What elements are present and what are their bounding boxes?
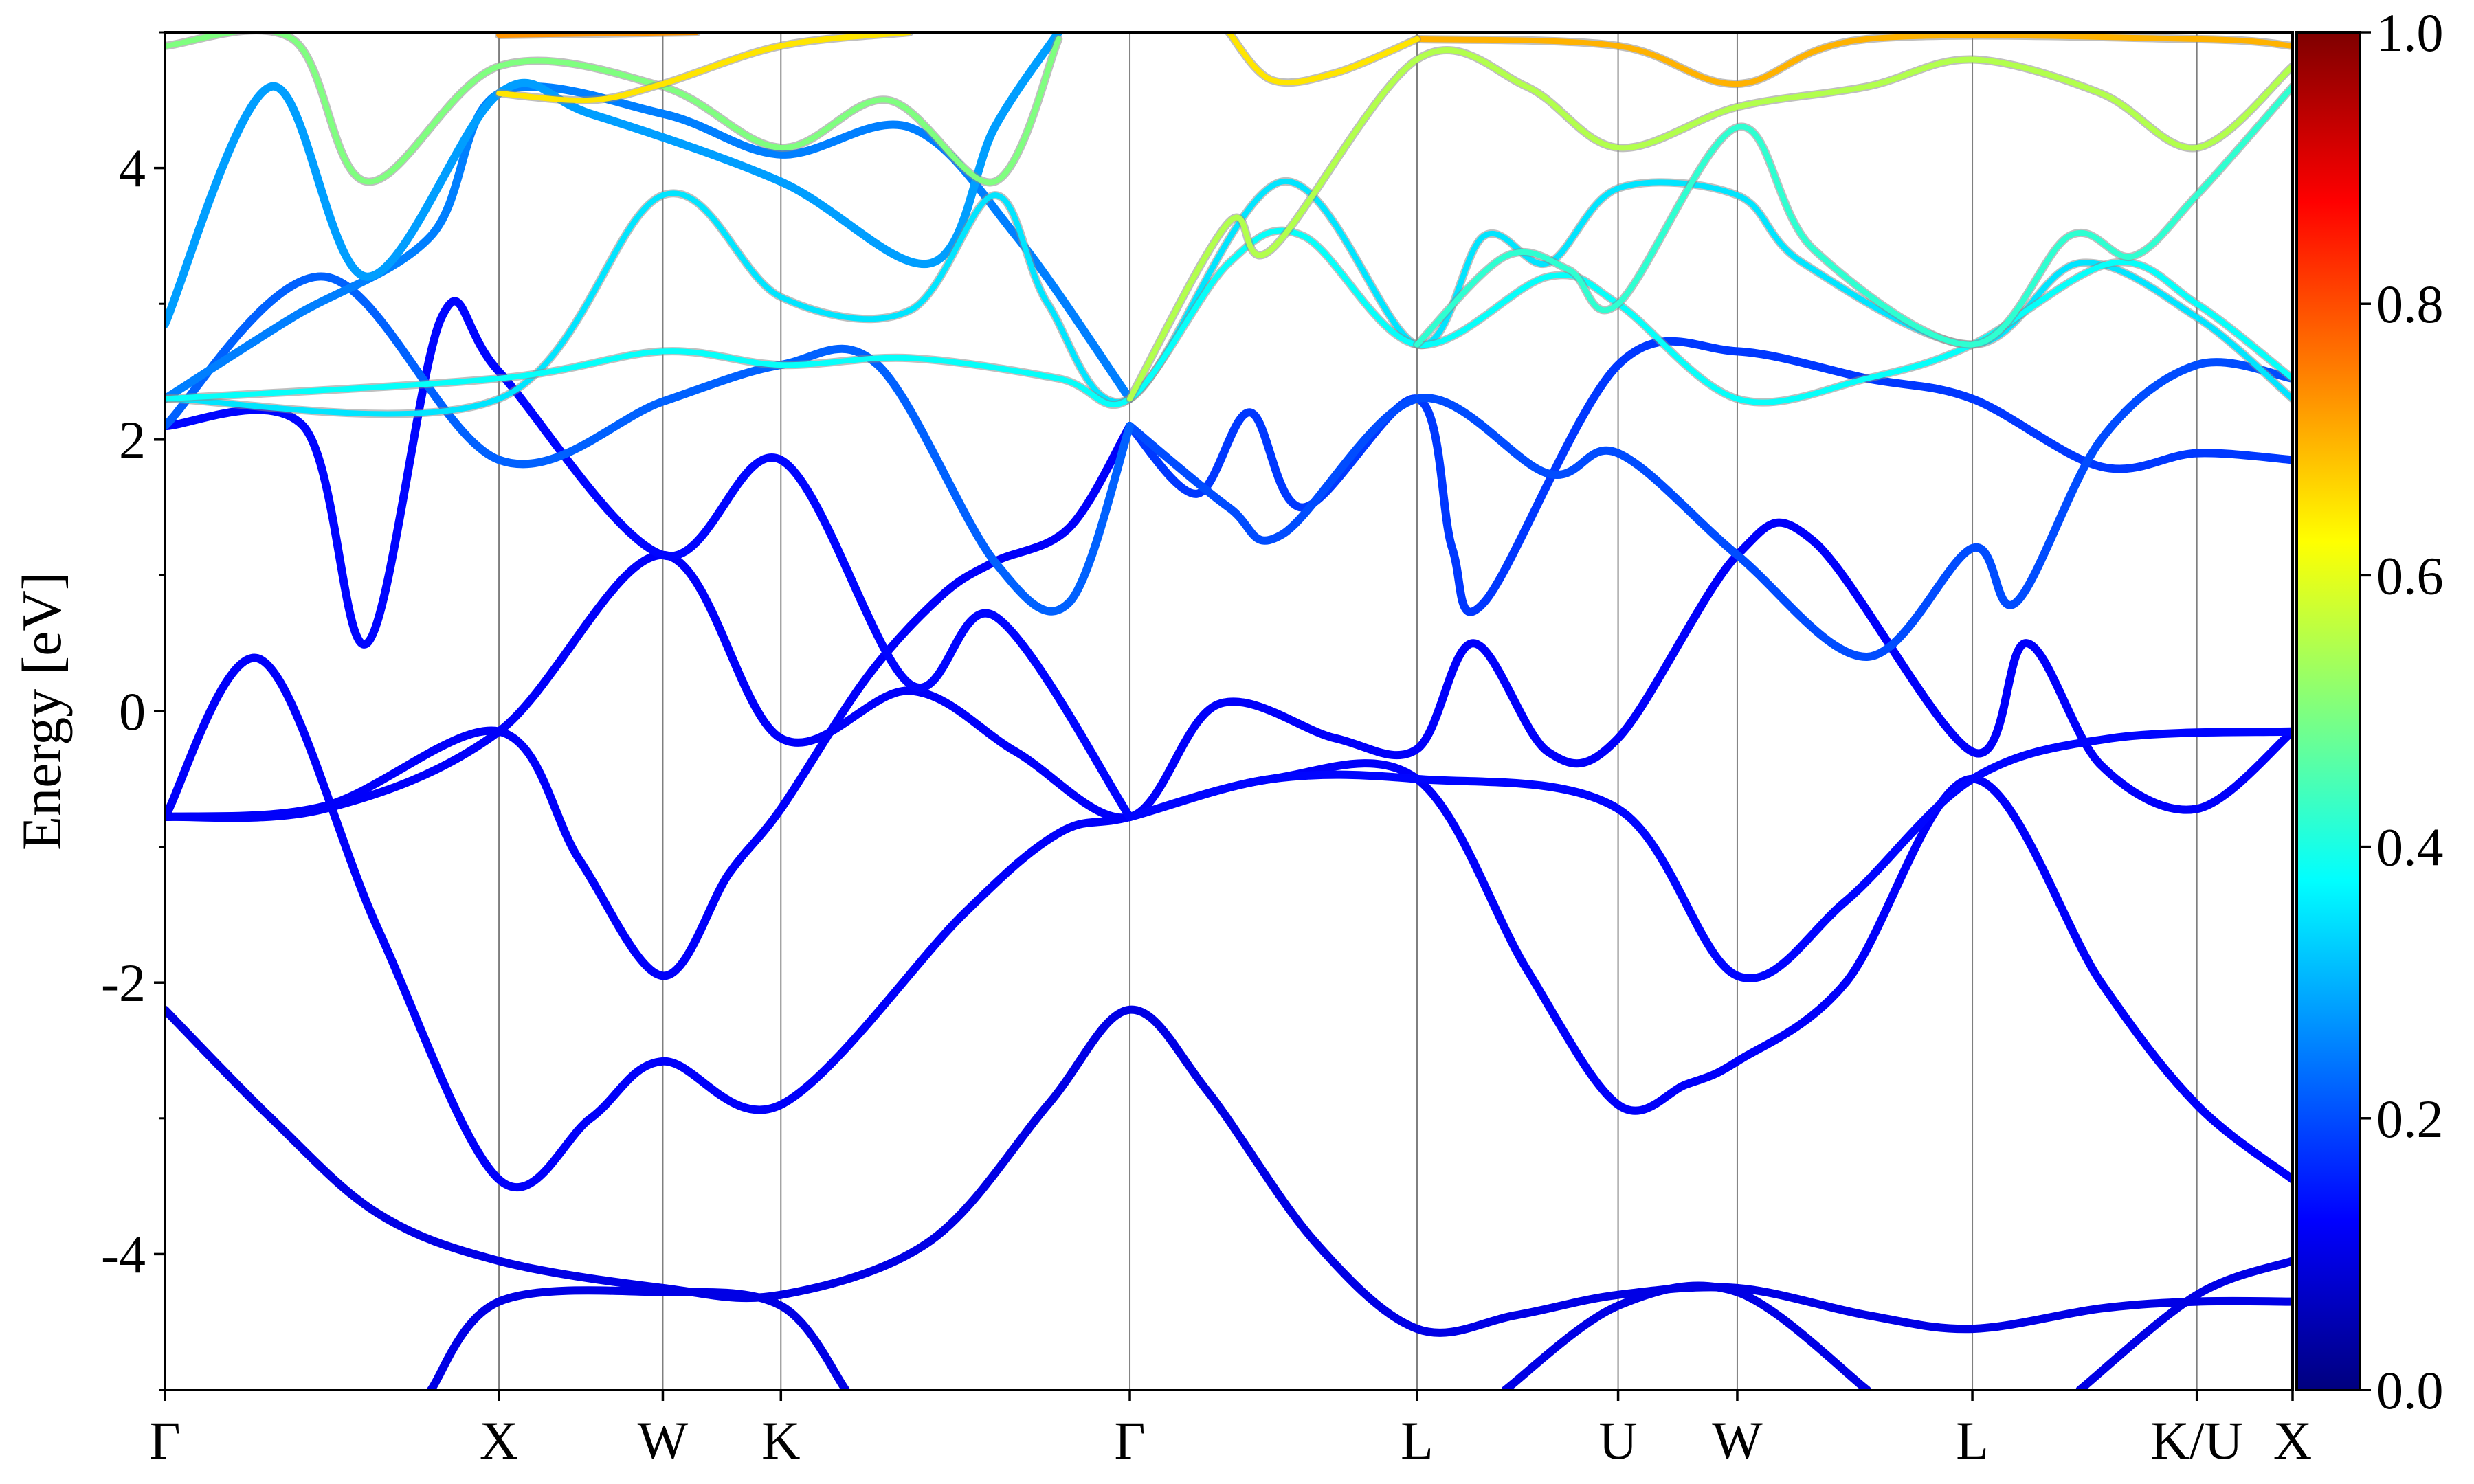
kpoint-label: X — [480, 1410, 518, 1470]
colorbar-tick-label: 0.6 — [2376, 546, 2444, 605]
y-tick-label: -4 — [101, 1224, 146, 1284]
band-line-9 — [1127, 338, 2293, 615]
y-axis: -4 -2 0 2 4 — [101, 31, 165, 1391]
band-line-2 — [1502, 1283, 1870, 1390]
kpoint-label: L — [1401, 1410, 1434, 1470]
kpoint-label: L — [1956, 1410, 1989, 1470]
band-line-12 — [165, 83, 1133, 402]
kpoint-label: K/U — [2151, 1410, 2243, 1470]
colorbar-ticks: 0.0 0.2 0.4 0.6 0.8 1.0 — [2360, 3, 2444, 1420]
kpoint-label: K — [761, 1410, 800, 1470]
band-line-16 — [1414, 84, 2293, 348]
kpoint-label: W — [638, 1410, 689, 1470]
kpoint-label: X — [2273, 1410, 2312, 1470]
colorbar-tick-label: 0.2 — [2376, 1089, 2444, 1149]
band-lines — [165, 32, 2293, 1390]
band-line-10 — [1127, 359, 2293, 660]
band-line-22 — [1226, 32, 1420, 86]
band-line-20 — [1414, 32, 2293, 87]
band-line-0 — [165, 1007, 2293, 1336]
kpoint-label: Γ — [1114, 1410, 1145, 1470]
band-line-7 — [1127, 728, 2293, 982]
kpoint-label: U — [1598, 1410, 1637, 1470]
colorbar-tick-label: 0.4 — [2376, 818, 2444, 877]
band-line-3 — [2077, 1258, 2293, 1390]
y-tick-label: 0 — [119, 682, 146, 741]
band-line-1 — [428, 1288, 849, 1390]
band-line-8 — [165, 298, 1133, 820]
band-line-19 — [496, 32, 913, 104]
colorbar-tick-label: 0.8 — [2376, 274, 2444, 334]
colorbar-tick-label: 1.0 — [2376, 3, 2444, 63]
colorbar-tick-label: 0.0 — [2376, 1360, 2444, 1420]
y-tick-label: -2 — [101, 953, 146, 1013]
high-symmetry-lines — [498, 32, 2198, 1390]
kpoint-label: W — [1712, 1410, 1763, 1470]
colorbar-gradient — [2295, 31, 2361, 1391]
band-line-18 — [1127, 47, 2293, 402]
y-axis-title: Energy [eV] — [10, 572, 73, 851]
kpoint-label: Γ — [149, 1410, 180, 1470]
x-axis: Γ X W K Γ L U W L K/U X — [149, 1390, 2312, 1470]
y-tick-label: 2 — [119, 410, 146, 470]
colorbar: 0.0 0.2 0.4 0.6 0.8 1.0 — [2295, 3, 2444, 1420]
y-tick-label: 4 — [119, 139, 146, 199]
